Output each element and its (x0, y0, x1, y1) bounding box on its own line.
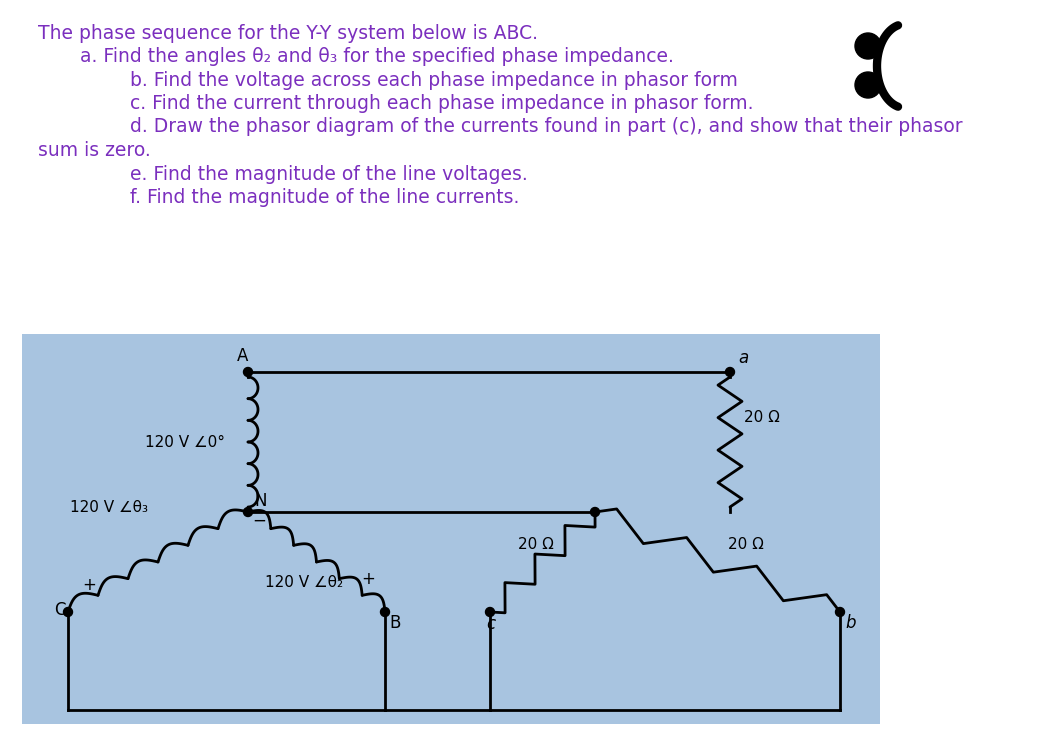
Circle shape (244, 508, 252, 516)
Circle shape (726, 367, 735, 376)
Text: B: B (389, 614, 401, 632)
Text: C: C (54, 601, 65, 619)
Text: The phase sequence for the Y-Y system below is ABC.: The phase sequence for the Y-Y system be… (38, 24, 538, 43)
Text: A: A (238, 347, 249, 365)
Text: b. Find the voltage across each phase impedance in phasor form: b. Find the voltage across each phase im… (130, 71, 738, 90)
Bar (22, 334, 880, 724)
Text: a: a (738, 349, 748, 367)
Circle shape (855, 72, 881, 98)
Text: 120 V ∠0°: 120 V ∠0° (145, 435, 225, 450)
Text: 120 V ∠θ₂: 120 V ∠θ₂ (265, 575, 344, 590)
Text: −: − (252, 512, 266, 530)
Circle shape (381, 608, 389, 617)
Circle shape (591, 508, 600, 516)
Text: d. Draw the phasor diagram of the currents found in part (c), and show that thei: d. Draw the phasor diagram of the curren… (130, 117, 962, 136)
Text: N: N (254, 492, 267, 510)
Text: sum is zero.: sum is zero. (38, 141, 151, 160)
Text: 20 Ω: 20 Ω (518, 537, 553, 552)
Text: c. Find the current through each phase impedance in phasor form.: c. Find the current through each phase i… (130, 94, 754, 113)
Text: +: + (361, 570, 375, 588)
Text: 20 Ω: 20 Ω (744, 410, 780, 425)
Text: b: b (845, 614, 855, 632)
Text: a. Find the angles θ₂ and θ₃ for the specified phase impedance.: a. Find the angles θ₂ and θ₃ for the spe… (80, 47, 674, 66)
Circle shape (244, 367, 252, 376)
Circle shape (486, 608, 494, 617)
Text: 120 V ∠θ₃: 120 V ∠θ₃ (70, 500, 148, 515)
Circle shape (63, 608, 73, 617)
Circle shape (836, 608, 845, 617)
Text: e. Find the magnitude of the line voltages.: e. Find the magnitude of the line voltag… (130, 165, 527, 184)
Text: +: + (82, 576, 95, 594)
Circle shape (855, 33, 881, 59)
Text: f. Find the magnitude of the line currents.: f. Find the magnitude of the line curren… (130, 188, 519, 207)
Text: 20 Ω: 20 Ω (728, 537, 763, 552)
Text: c: c (486, 615, 495, 633)
